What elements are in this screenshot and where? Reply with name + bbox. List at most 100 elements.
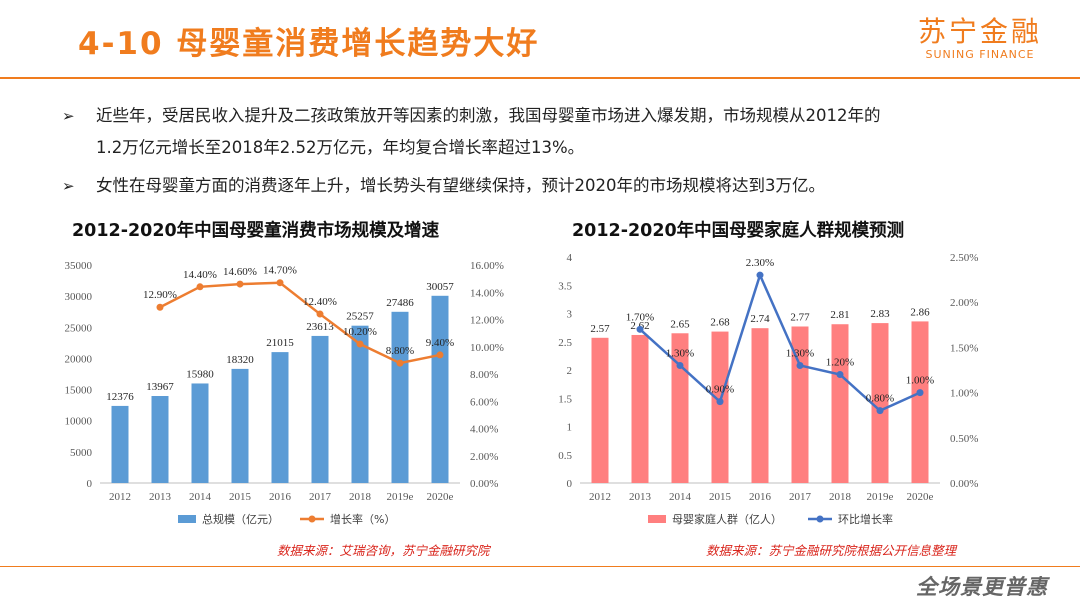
- x-tick-label: 2017: [309, 491, 332, 503]
- line-point: [356, 340, 364, 348]
- line-point: [756, 271, 764, 279]
- line-data-label: 1.20%: [826, 357, 854, 369]
- y-tick-label-left: 0: [87, 478, 93, 490]
- line-data-label: 12.40%: [303, 296, 337, 308]
- y-tick-label-right: 2.50%: [950, 252, 978, 264]
- brand-logo: 苏宁金融 SUNING FINANCE: [918, 16, 1042, 62]
- legend-label-line: 环比增长率: [838, 512, 893, 526]
- legend-bar-swatch: [178, 515, 196, 523]
- line-point: [876, 407, 884, 415]
- x-tick-label: 2015: [709, 491, 732, 503]
- bar-data-label: 18320: [226, 354, 254, 366]
- bar-data-label: 25257: [346, 311, 374, 323]
- bar-data-label: 2.74: [750, 313, 770, 325]
- x-tick-label: 2012: [589, 491, 611, 503]
- y-tick-label-left: 0: [567, 478, 573, 490]
- bar-data-label: 23613: [306, 321, 334, 333]
- growth-rate-line: [159, 281, 441, 365]
- x-tick-label: 2018: [829, 491, 852, 503]
- footer-divider: [0, 566, 1080, 567]
- bar: [431, 295, 449, 483]
- y-tick-label-right: 0.00%: [950, 478, 978, 490]
- bullet-text: 1.2万亿元增长至2018年2.52万亿元，年均复合增长率超过13%。: [96, 138, 585, 157]
- y-tick-label-left: 5000: [70, 447, 93, 459]
- growth-rate-line: [639, 271, 921, 413]
- bar: [311, 335, 329, 483]
- bar-data-label: 2.86: [910, 306, 930, 318]
- x-tick-label: 2018: [349, 491, 372, 503]
- chart-title-market-size: 2012-2020年中国母婴童消费市场规模及增速: [72, 221, 440, 241]
- y-tick-label-left: 25000: [65, 322, 93, 334]
- line-data-label: 14.40%: [183, 269, 217, 281]
- y-tick-label-left: 35000: [65, 260, 93, 272]
- y-tick-label-right: 8.00%: [470, 369, 498, 381]
- logo-english-text: SUNING FINANCE: [925, 48, 1035, 61]
- bullet-arrow-icon: ➢: [62, 177, 75, 195]
- y-tick-label-left: 2: [567, 365, 573, 377]
- page-title: 4-10 母婴童消费增长趋势大好: [78, 26, 540, 62]
- line-data-label: 8.80%: [386, 345, 414, 357]
- line-point: [436, 351, 444, 359]
- bullet-item: ➢ 女性在母婴童方面的消费逐年上升，增长势头有望继续保持，预计2020年的市场规…: [62, 170, 1022, 202]
- line-data-label: 9.40%: [426, 337, 454, 349]
- y-tick-label-left: 2.5: [558, 337, 572, 349]
- line-point: [716, 398, 724, 406]
- y-tick-label-left: 4: [567, 252, 573, 264]
- legend-line-marker: [308, 515, 316, 523]
- bar-data-label: 2.68: [710, 317, 730, 329]
- bar: [151, 396, 169, 483]
- line-point: [676, 361, 684, 369]
- line-point: [396, 359, 404, 367]
- header-divider: [0, 77, 1080, 79]
- bar: [271, 352, 289, 483]
- x-tick-label: 2020e: [427, 491, 454, 503]
- x-tick-label: 2014: [669, 491, 692, 503]
- bar-data-label: 13967: [146, 381, 174, 393]
- bar: [831, 324, 849, 483]
- line-data-label: 0.80%: [866, 393, 894, 405]
- y-tick-label-right: 2.00%: [470, 451, 498, 463]
- line-data-label: 12.90%: [143, 289, 177, 301]
- y-tick-label-right: 1.00%: [950, 388, 978, 400]
- bar: [391, 311, 409, 483]
- y-tick-label-right: 12.00%: [470, 315, 504, 327]
- line-data-label: 1.30%: [786, 347, 814, 359]
- y-tick-label-left: 15000: [65, 385, 93, 397]
- x-tick-label: 2013: [149, 491, 172, 503]
- line-data-label: 1.00%: [906, 375, 934, 387]
- bar-data-label: 2.81: [830, 309, 849, 321]
- x-tick-label: 2014: [189, 491, 212, 503]
- y-tick-label-right: 16.00%: [470, 260, 504, 272]
- y-tick-label-left: 0.5: [558, 450, 572, 462]
- y-tick-label-right: 1.50%: [950, 342, 978, 354]
- x-tick-label: 2013: [629, 491, 652, 503]
- x-tick-label: 2015: [229, 491, 252, 503]
- bar: [351, 325, 369, 483]
- x-tick-label: 2019e: [387, 491, 414, 503]
- line-data-label: 1.70%: [626, 311, 654, 323]
- logo-chinese-text: 苏宁金融: [917, 15, 1042, 48]
- legend-line-marker: [816, 515, 824, 523]
- y-tick-label-left: 20000: [65, 353, 93, 365]
- line-point: [236, 280, 244, 288]
- line-point: [836, 371, 844, 379]
- bar-data-label: 12376: [106, 391, 134, 403]
- source-note-right: 数据来源：苏宁金融研究院根据公开信息整理: [706, 543, 957, 558]
- y-tick-label-left: 10000: [65, 416, 93, 428]
- bar: [111, 405, 129, 483]
- line-data-label: 10.20%: [343, 326, 377, 338]
- bar-data-label: 2.83: [870, 308, 890, 320]
- line-point: [916, 389, 924, 397]
- bar: [591, 337, 609, 483]
- bar-data-label: 27486: [386, 297, 414, 309]
- x-tick-label: 2020e: [907, 491, 934, 503]
- y-tick-label-left: 30000: [65, 291, 93, 303]
- bar-data-label: 21015: [266, 337, 294, 349]
- bullet-arrow-icon: ➢: [62, 107, 75, 125]
- bar-data-label: 2.77: [790, 311, 810, 323]
- y-tick-label-right: 6.00%: [470, 396, 498, 408]
- line-point: [196, 283, 204, 291]
- line-data-label: 0.90%: [706, 384, 734, 396]
- bullet-text: 近些年，受居民收入提升及二孩政策放开等因素的刺激，我国母婴童市场进入爆发期，市场…: [96, 106, 881, 125]
